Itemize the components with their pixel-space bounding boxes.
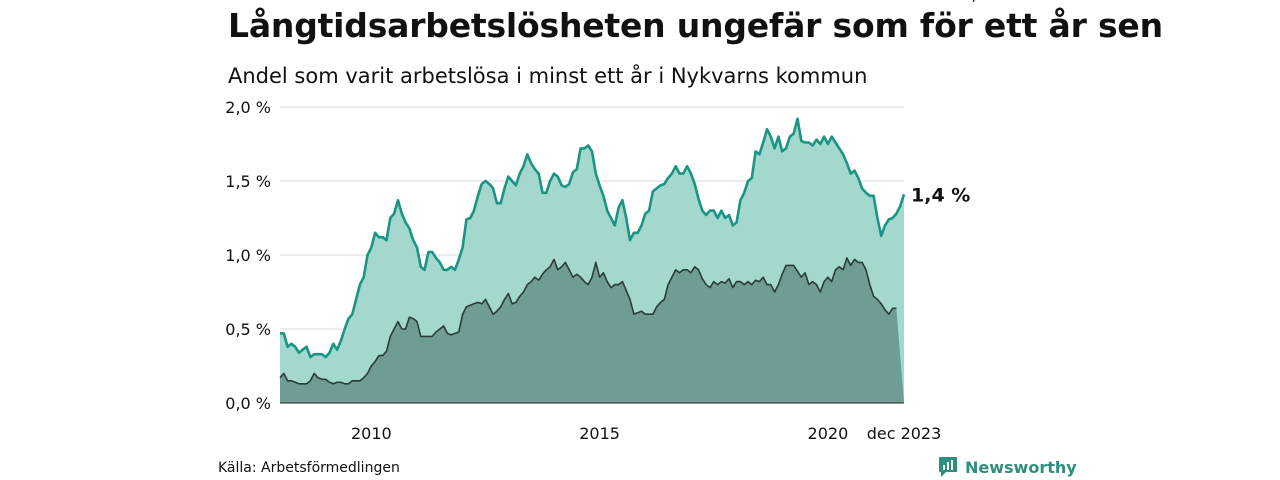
line-long-term bbox=[279, 257, 897, 385]
y-tick-label: 2,0 % bbox=[225, 98, 271, 117]
x-axis-ticks: 2010 2015 2020 dec 2023 bbox=[351, 424, 941, 443]
x-tick-label: 2010 bbox=[351, 424, 392, 443]
x-tick-label: dec 2023 bbox=[867, 424, 942, 443]
area-long-term bbox=[280, 258, 904, 403]
x-tick-label: 2015 bbox=[579, 424, 620, 443]
y-tick-label: 0,5 % bbox=[225, 320, 271, 339]
end-label-total: 1,4 % bbox=[911, 184, 970, 206]
y-tick-label: 0,0 % bbox=[225, 394, 271, 413]
chart-subtitle: Andel som varit arbetslösa i minst ett å… bbox=[228, 64, 868, 88]
chart-title: Långtidsarbetslösheten ungefär som för e… bbox=[228, 6, 1163, 45]
y-tick-label: 1,5 % bbox=[225, 172, 271, 191]
brand-logo[interactable]: Newsworthy bbox=[938, 456, 1077, 478]
y-tick-label: 1,0 % bbox=[225, 246, 271, 265]
y-axis-ticks: 0,0 % 0,5 % 1,0 % 1,5 % 2,0 % bbox=[225, 98, 271, 413]
end-label-long-line: varit utan arbete bbox=[911, 0, 1047, 4]
end-label-long-line: minst två år bbox=[911, 0, 1008, 4]
line-total bbox=[280, 117, 906, 359]
newsworthy-icon bbox=[939, 457, 957, 477]
end-label-long-line: varav 0,6 % bbox=[911, 0, 1007, 4]
source-note: Källa: Arbetsförmedlingen bbox=[218, 460, 400, 476]
brand-name: Newsworthy bbox=[965, 457, 1077, 477]
x-tick-label: 2020 bbox=[808, 424, 849, 443]
end-label-long-term: varav 0,6 %varit utan arbeteminst två år bbox=[911, 0, 1047, 4]
